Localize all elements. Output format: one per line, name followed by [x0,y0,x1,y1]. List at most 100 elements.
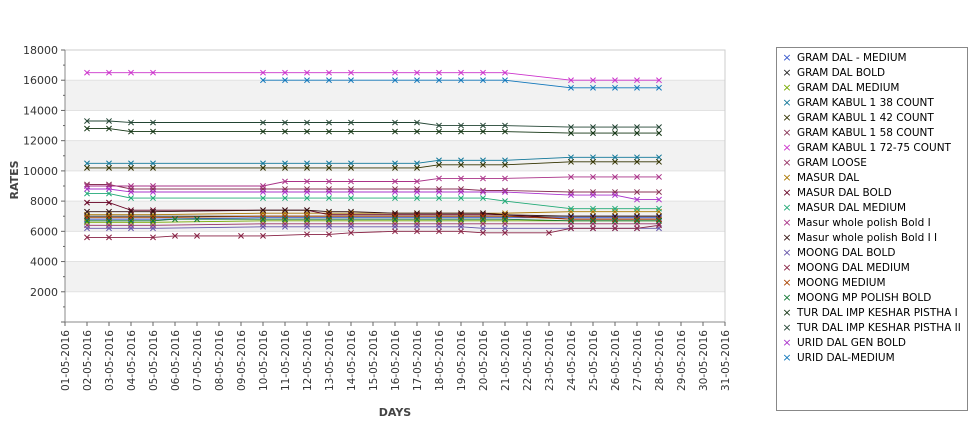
series-line [87,209,659,217]
data-point [172,216,178,223]
data-point [304,69,310,76]
data-point [436,189,442,195]
data-point [304,77,310,84]
data-point [106,125,112,132]
data-point [260,183,266,189]
data-point [348,208,354,215]
data-point [502,229,508,236]
data-point [458,211,464,218]
x-tick-label: 04-05-2016 [126,330,138,391]
data-point [348,216,354,223]
legend-label: MOONG DAL BOLD [797,247,896,259]
data-point [392,69,398,76]
data-point [128,213,134,220]
series-line [87,193,659,210]
data-point [414,189,420,195]
data-point [150,164,156,171]
legend-item: × MASUR DAL BOLD [777,187,967,200]
y-axis-title: RATES [8,160,21,199]
series-line [87,128,659,134]
legend-label: GRAM KABUL 1 58 COUNT [797,127,934,139]
data-point [480,189,486,195]
legend-label: Masur whole polish Bold I [797,217,931,229]
data-point [656,124,662,131]
data-point [546,229,552,236]
data-point [194,216,200,223]
data-point [260,232,266,239]
x-tick-label: 09-05-2016 [236,330,248,391]
data-point [590,130,596,137]
data-point [150,234,156,241]
data-point [392,211,398,218]
series-line [87,224,660,238]
legend-label: GRAM KABUL 1 72-75 COUNT [797,142,951,154]
data-point [84,118,90,124]
data-point [436,69,442,76]
x-tick-label: 13-05-2016 [324,330,336,391]
legend-item: × TUR DAL IMP KESHAR PISTHA II [777,322,967,335]
data-point [150,69,156,76]
data-point [634,130,640,137]
legend-marker-icon: × [782,201,792,214]
data-point [348,229,354,236]
data-point [414,77,420,84]
data-point [106,164,112,171]
data-point [480,195,486,202]
x-tick-label: 17-05-2016 [412,330,424,391]
data-point [612,130,618,137]
data-point [348,223,354,230]
data-point [480,77,486,84]
data-point [304,207,310,214]
y-tick-label: 12000 [23,135,58,148]
data-point [304,216,310,223]
data-point [282,216,288,223]
data-point [414,160,420,167]
data-point [392,77,398,84]
data-point [590,217,596,224]
y-tick-label: 6000 [30,225,58,238]
data-point [326,195,332,202]
data-point [128,189,134,195]
data-point [106,190,112,197]
data-point [568,205,574,212]
data-point [106,217,112,224]
legend-marker-icon: × [782,81,792,94]
data-point [568,217,574,224]
data-point [326,128,332,135]
legend-marker-icon: × [782,276,792,289]
x-tick-label: 28-05-2016 [654,330,666,391]
legend-item: × Masur whole polish Bold I I [777,232,967,245]
x-tick-label: 02-05-2016 [82,330,94,391]
data-point [458,228,464,235]
data-point [480,128,486,135]
data-point [480,216,486,223]
data-point [260,207,266,214]
data-point [326,160,332,167]
legend-item: × MASUR DAL MEDIUM [777,201,967,215]
data-point [634,196,640,203]
legend-label: GRAM LOOSE [797,157,867,169]
data-point [128,208,134,215]
data-point [634,216,640,223]
y-axis: 2000 4000 6000 8000 10000 12000 14000 16000 1800… [23,44,66,323]
data-point [414,128,420,135]
data-point [348,189,354,195]
data-point [84,69,90,76]
data-point [84,234,90,241]
data-point [414,69,420,76]
data-point [84,213,90,220]
data-point [436,228,442,235]
legend-item: × TUR DAL IMP KESHAR PISTHA I [777,307,967,320]
data-point [392,189,398,195]
data-point [128,164,134,171]
data-point [458,189,464,195]
data-point [634,124,640,131]
legend-label: GRAM DAL - MEDIUM [797,52,907,64]
data-point [150,189,156,195]
data-point [436,128,442,135]
x-tick-label: 26-05-2016 [610,330,622,391]
legend-label: URID DAL GEN BOLD [797,337,906,349]
data-point [502,187,508,194]
data-point [656,84,662,91]
data-point [304,164,310,171]
